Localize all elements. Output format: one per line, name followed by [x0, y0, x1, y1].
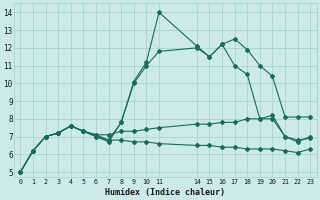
X-axis label: Humidex (Indice chaleur): Humidex (Indice chaleur): [105, 188, 225, 197]
